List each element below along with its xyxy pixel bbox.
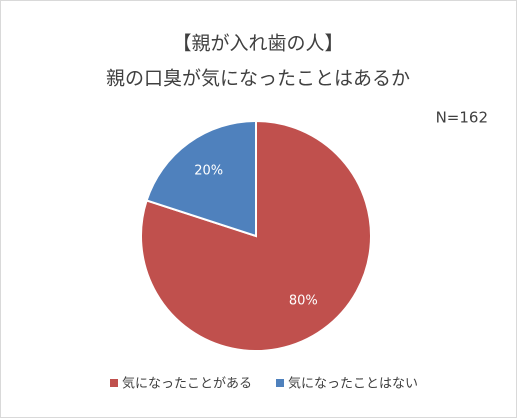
data-label: 20% [194,163,223,178]
pie-slice [140,119,372,352]
pie-slice [145,119,257,238]
legend-swatch [276,379,284,387]
data-label: 80% [289,294,318,309]
chart-subtitle: 親の口臭が気になったことはあるか [106,68,410,90]
annotation: N=162 [436,109,488,127]
legend-label: 気になったことはない [288,376,418,392]
legend-swatch [110,379,118,387]
legend-label: 気になったことがある [122,376,252,392]
chart-title: 【親が入れ歯の人】 [172,33,343,55]
